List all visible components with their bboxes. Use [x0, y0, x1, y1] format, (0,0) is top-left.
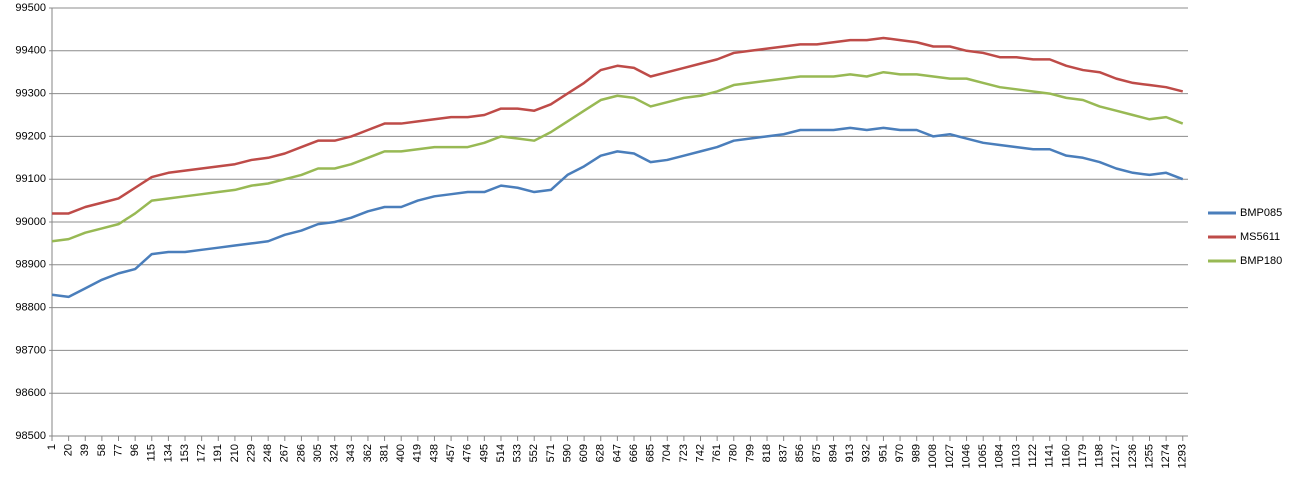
x-tick-label: 1274	[1160, 444, 1172, 468]
x-tick-label: 1008	[927, 444, 939, 468]
x-tick-label: 1236	[1127, 444, 1139, 468]
x-tick-label: 1122	[1027, 444, 1039, 468]
x-tick-label: 210	[229, 444, 241, 462]
x-tick-label: 913	[844, 444, 856, 462]
y-tick-label: 98900	[15, 259, 46, 271]
x-tick-label: 495	[478, 444, 490, 462]
series-line	[51, 126, 1184, 299]
y-tick-label: 98600	[15, 387, 46, 399]
y-tick-label: 99000	[15, 216, 46, 228]
x-tick-label: 248	[262, 444, 274, 462]
series-line	[52, 36, 1184, 215]
x-tick-label: 191	[212, 444, 224, 462]
x-tick-label: 476	[462, 444, 474, 462]
x-tick-label: 837	[778, 444, 790, 462]
x-tick-label: 875	[811, 444, 823, 462]
x-tick-label: 704	[661, 444, 673, 462]
y-tick-label: 99100	[15, 173, 46, 185]
x-tick-label: 77	[112, 444, 124, 456]
x-tick-label: 324	[329, 444, 341, 462]
x-tick-label: 1065	[977, 444, 989, 468]
x-tick-label: 134	[162, 444, 174, 462]
x-tick-label: 1217	[1110, 444, 1122, 468]
x-tick-label: 362	[362, 444, 374, 462]
x-tick-label: 951	[877, 444, 889, 462]
x-tick-label: 286	[295, 444, 307, 462]
x-tick-label: 780	[728, 444, 740, 462]
y-tick-label: 98700	[15, 344, 46, 356]
x-tick-label: 1084	[994, 444, 1006, 468]
x-tick-label: 970	[894, 444, 906, 462]
y-tick-label: 99500	[15, 2, 46, 14]
x-tick-label: 457	[445, 444, 457, 462]
x-tick-label: 39	[79, 444, 91, 456]
x-tick-label: 514	[495, 444, 507, 462]
y-tick-label: 99300	[15, 88, 46, 100]
x-tick-label: 552	[528, 444, 540, 462]
x-tick-label: 1103	[1010, 444, 1022, 468]
y-tick-label: 99400	[15, 45, 46, 57]
x-tick-label: 742	[694, 444, 706, 462]
x-tick-label: 400	[395, 444, 407, 462]
x-tick-label: 1027	[944, 444, 956, 468]
x-tick-label: 1046	[960, 444, 972, 468]
x-tick-label: 1255	[1143, 444, 1155, 468]
y-tick-label: 98500	[15, 430, 46, 442]
x-tick-label: 1160	[1060, 444, 1072, 468]
x-tick-label: 343	[345, 444, 357, 462]
x-tick-label: 1179	[1077, 444, 1089, 468]
x-tick-label: 685	[645, 444, 657, 462]
y-tick-label: 98800	[15, 302, 46, 314]
x-tick-label: 818	[761, 444, 773, 462]
x-tick-label: 989	[911, 444, 923, 462]
legend-label: BMP180	[1240, 255, 1282, 267]
x-tick-label: 1141	[1044, 444, 1056, 468]
legend-label: MS5611	[1240, 231, 1280, 243]
x-tick-label: 381	[378, 444, 390, 462]
x-tick-label: 666	[628, 444, 640, 462]
x-tick-label: 58	[96, 444, 108, 456]
x-tick-label: 571	[545, 444, 557, 462]
x-tick-label: 172	[196, 444, 208, 462]
y-tick-label: 99200	[15, 130, 46, 142]
x-tick-label: 609	[578, 444, 590, 462]
x-tick-label: 799	[744, 444, 756, 462]
x-tick-label: 590	[561, 444, 573, 462]
x-tick-label: 1	[46, 444, 58, 450]
x-tick-label: 229	[245, 444, 257, 462]
x-tick-label: 628	[595, 444, 607, 462]
x-tick-label: 932	[861, 444, 873, 462]
x-tick-label: 20	[63, 444, 75, 456]
x-tick-label: 115	[146, 444, 158, 462]
x-tick-label: 533	[512, 444, 524, 462]
x-tick-label: 153	[179, 444, 191, 462]
x-tick-label: 761	[711, 444, 723, 462]
x-tick-label: 894	[827, 444, 839, 462]
x-tick-label: 96	[129, 444, 141, 456]
x-tick-label: 723	[678, 444, 690, 462]
x-tick-label: 419	[412, 444, 424, 462]
legend-label: BMP085	[1240, 207, 1282, 219]
x-tick-label: 856	[794, 444, 806, 462]
x-tick-label: 267	[279, 444, 291, 462]
series-line	[51, 70, 1184, 243]
x-tick-label: 438	[428, 444, 440, 462]
x-tick-label: 647	[611, 444, 623, 462]
x-tick-label: 1198	[1094, 444, 1106, 468]
x-tick-label: 1293	[1177, 444, 1189, 468]
x-tick-label: 305	[312, 444, 324, 462]
